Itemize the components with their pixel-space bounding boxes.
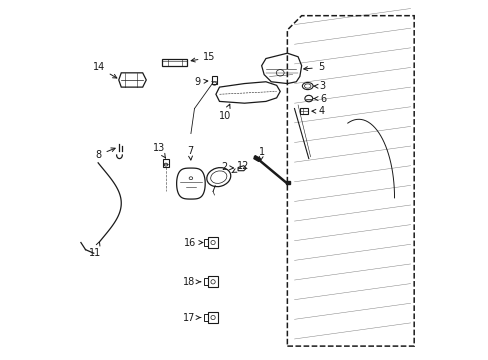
Text: 5: 5: [303, 63, 324, 72]
Text: 14: 14: [92, 63, 117, 78]
Text: 8: 8: [95, 148, 115, 160]
Bar: [211, 76, 217, 84]
Bar: [285, 181, 290, 184]
Text: 3: 3: [313, 81, 325, 91]
Bar: [207, 312, 218, 323]
Bar: [203, 314, 208, 321]
Bar: [253, 156, 260, 161]
Text: 9: 9: [194, 77, 207, 87]
Text: 6: 6: [313, 94, 325, 104]
Text: 4: 4: [311, 107, 324, 116]
Text: 13: 13: [152, 143, 165, 158]
Text: 12: 12: [232, 161, 249, 173]
Text: 10: 10: [218, 104, 230, 121]
Text: 2: 2: [221, 162, 233, 172]
Text: 15: 15: [191, 53, 215, 63]
Bar: [203, 239, 208, 246]
Text: 7: 7: [187, 147, 193, 160]
Bar: [163, 159, 169, 167]
Text: 17: 17: [183, 312, 201, 323]
Bar: [207, 237, 218, 248]
Bar: [207, 276, 218, 287]
Bar: [203, 278, 208, 285]
Text: 18: 18: [183, 277, 201, 287]
Bar: [300, 108, 307, 114]
Text: 11: 11: [89, 242, 101, 258]
Text: 16: 16: [183, 238, 203, 248]
Text: 1: 1: [258, 147, 264, 161]
